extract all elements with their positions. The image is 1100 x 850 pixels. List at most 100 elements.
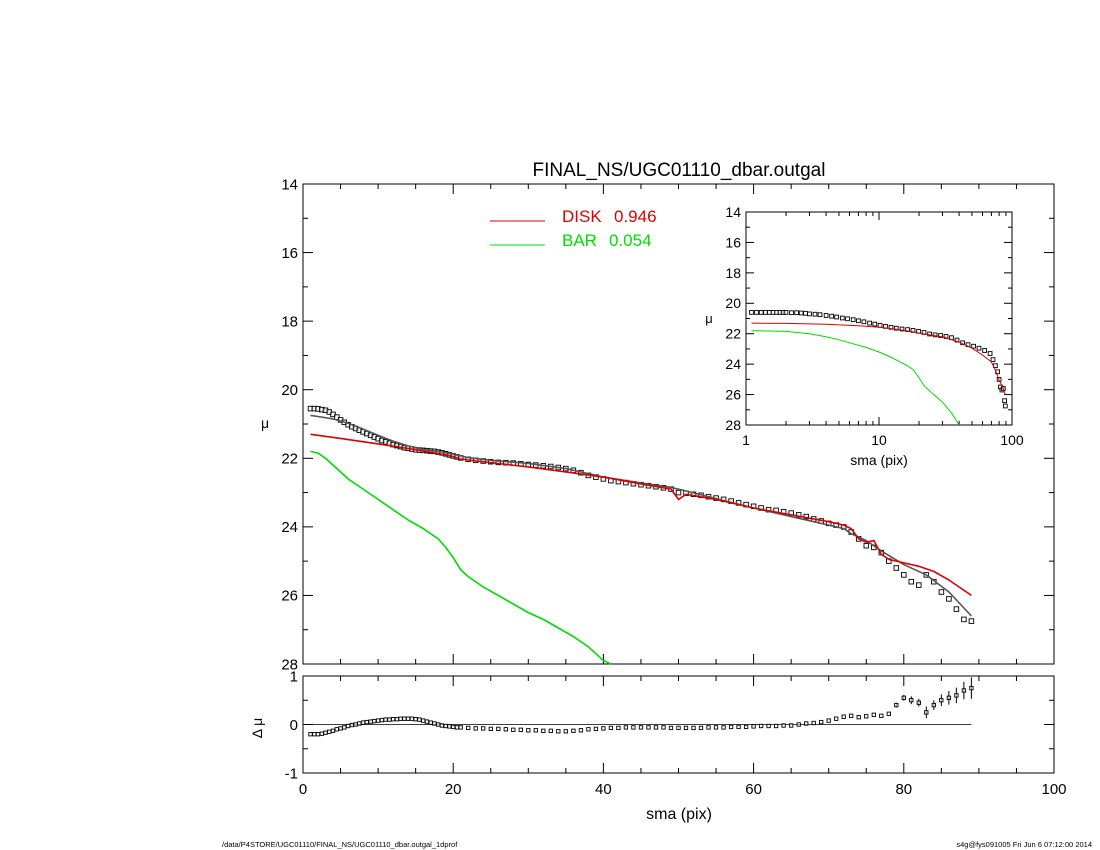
residual-data-point — [424, 719, 430, 724]
residual-data-point — [334, 727, 339, 732]
inset-data-point — [987, 351, 993, 356]
residual-data-point — [402, 716, 407, 721]
residual-data-point — [308, 732, 313, 737]
inset-y-axis-label: μ — [705, 311, 713, 326]
residual-data-point — [646, 725, 651, 730]
residual-data-point — [439, 723, 445, 728]
residual-data-point — [676, 725, 681, 731]
residual-data-point — [631, 725, 636, 730]
inset-disk-line — [751, 322, 1006, 395]
residual-data-point — [548, 728, 553, 733]
residual-data-point — [661, 725, 666, 730]
residual-data-point — [856, 715, 861, 720]
residual-x-tick-label: 80 — [895, 781, 912, 798]
residual-data-point — [447, 724, 452, 729]
main-data-point — [495, 459, 502, 466]
residual-data-point — [319, 731, 324, 736]
residual-data-point — [638, 725, 644, 730]
residual-data-point — [451, 724, 456, 730]
residual-y-tick-label: -1 — [285, 765, 298, 782]
residual-data-point — [390, 717, 396, 722]
inset-data-point — [982, 348, 987, 353]
inset-data-point — [829, 313, 834, 319]
main-data-point — [968, 618, 975, 624]
inset-data-point — [754, 310, 759, 315]
legend-disk-value: 0.946 — [614, 207, 657, 226]
residual-data-point — [563, 729, 568, 734]
main-data-point — [953, 606, 960, 612]
inset-data-point — [812, 311, 818, 317]
residual-data-point — [954, 693, 959, 698]
main-y-axis-label: μ — [261, 415, 269, 431]
residual-data-point — [458, 725, 463, 730]
main-y-tick-label: 24 — [281, 519, 298, 536]
residual-data-point — [698, 725, 704, 731]
residual-data-point — [736, 724, 741, 730]
main-y-tick-label: 14 — [281, 176, 298, 193]
residual-data-point — [909, 698, 914, 703]
inset-data-point — [927, 331, 932, 337]
residual-data-point — [488, 726, 493, 732]
residual-data-point — [894, 702, 899, 708]
main-y-tick-label: 26 — [281, 588, 298, 605]
inset-data-point — [1002, 403, 1008, 409]
inset-data-point — [861, 319, 867, 325]
inset-x-tick-label: 1 — [742, 432, 750, 448]
legend: DISK 0.946 BAR 0.054 — [490, 207, 657, 250]
residual-data-point — [691, 725, 696, 731]
residual-data-point — [364, 719, 369, 725]
residual-data-point — [931, 702, 936, 708]
legend-disk-name: DISK — [562, 207, 602, 226]
residual-data-point — [443, 723, 448, 729]
residual-data-point — [421, 718, 426, 723]
residual-x-tick-label: 0 — [299, 781, 307, 798]
residual-data-point — [796, 722, 801, 727]
residual-y-tick-label: 1 — [290, 668, 298, 685]
main-y-tick-label: 28 — [281, 656, 298, 673]
main-data-point — [863, 542, 870, 549]
main-panel: 14 16 18 20 22 24 26 28 μ DISK 0.946 BAR 0.054 — [261, 176, 1055, 673]
residual-data-point — [653, 725, 659, 730]
main-y-tick-label: 18 — [281, 313, 298, 330]
residual-data-point — [706, 725, 711, 730]
inset-data-point — [954, 337, 960, 343]
main-data-point — [908, 578, 915, 585]
residual-data-point — [466, 725, 471, 731]
inset-panel: 14 16 18 20 22 24 26 281 10 100 sma (pix) μ — [705, 204, 1024, 468]
residual-data-point — [409, 716, 415, 721]
residual-data-point — [969, 685, 974, 691]
residual-data-point — [683, 725, 689, 731]
inset-bar-line — [751, 330, 960, 426]
residual-data-point — [728, 724, 734, 730]
inset-data-point — [1002, 398, 1007, 404]
inset-data-point — [823, 313, 829, 318]
main-data-point — [938, 589, 945, 595]
inset-data-point — [749, 310, 754, 315]
inset-ticks: 14 16 18 20 22 24 26 281 10 100 — [725, 204, 1023, 448]
inset-data-point — [877, 322, 883, 328]
inset-data-point — [872, 321, 878, 327]
main-y-tick-label: 20 — [281, 382, 298, 399]
inset-data-point — [783, 310, 789, 315]
residual-data-point — [751, 724, 756, 729]
main-ticks: 14 16 18 20 22 24 26 28 — [281, 176, 1055, 673]
residual-data-point — [961, 688, 967, 693]
residual-data-point — [593, 726, 599, 732]
footer-file-path: /data/P4STORE/UGC01110/FINAL_NS/UGC01110… — [222, 840, 458, 849]
residual-data-point — [916, 700, 921, 705]
inset-x-tick-label: 10 — [871, 432, 887, 448]
main-data-point — [690, 491, 697, 498]
residual-x-tick-label: 20 — [445, 781, 462, 798]
residual-data-point — [473, 726, 478, 731]
residual-data-point — [811, 720, 816, 726]
legend-bar-value: 0.054 — [609, 231, 652, 250]
residual-data-point — [871, 712, 876, 717]
residual-data-point — [758, 723, 764, 729]
residual-data-point — [939, 698, 944, 703]
residual-data-point — [743, 724, 749, 730]
inset-x-axis-label: sma (pix) — [850, 452, 908, 468]
residual-data-point — [571, 728, 576, 733]
residual-data-point — [511, 727, 516, 732]
inset-data-point — [976, 345, 982, 351]
